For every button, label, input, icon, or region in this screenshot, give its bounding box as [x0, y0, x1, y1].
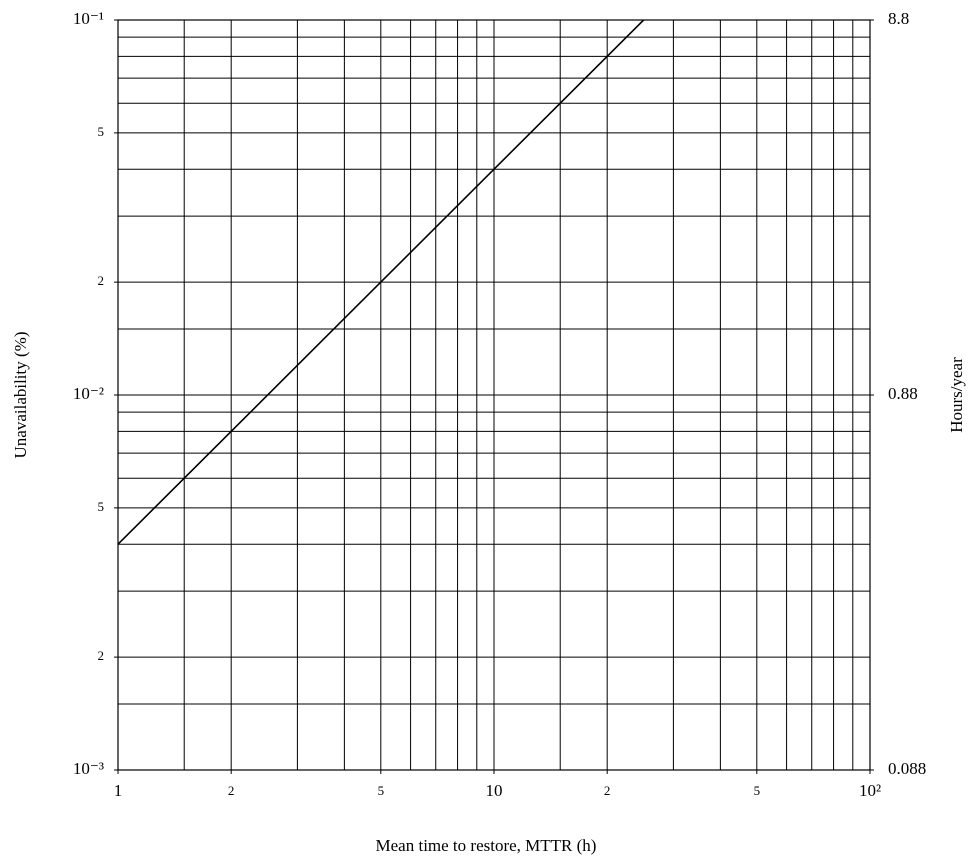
x-tick-label: 2 — [604, 783, 611, 798]
x-tick-label: 5 — [754, 783, 761, 798]
y-tick-label: 10⁻² — [73, 384, 104, 403]
y-tick-label: 5 — [98, 499, 105, 514]
x-tick-label: 10 — [486, 781, 503, 800]
y-tick-label: 2 — [98, 648, 105, 663]
data-line — [117, 19, 645, 545]
y-tick-label: 2 — [98, 273, 105, 288]
y2-tick-label: 0.88 — [888, 384, 918, 403]
y2-tick-label: 8.8 — [888, 9, 909, 28]
y-tick-label: 5 — [98, 124, 105, 139]
x-tick-label: 1 — [114, 781, 123, 800]
y-axis-label: Unavailability (%) — [11, 332, 30, 459]
x-tick-label: 10² — [859, 781, 881, 800]
y-tick-label: 10⁻¹ — [73, 9, 104, 28]
y2-axis-label: Hours/year — [947, 357, 966, 433]
x-tick-label: 5 — [378, 783, 385, 798]
y-tick-label: 10⁻³ — [73, 759, 104, 778]
x-axis-label: Mean time to restore, MTTR (h) — [376, 836, 597, 855]
x-tick-label: 2 — [228, 783, 235, 798]
y2-tick-label: 0.088 — [888, 759, 926, 778]
